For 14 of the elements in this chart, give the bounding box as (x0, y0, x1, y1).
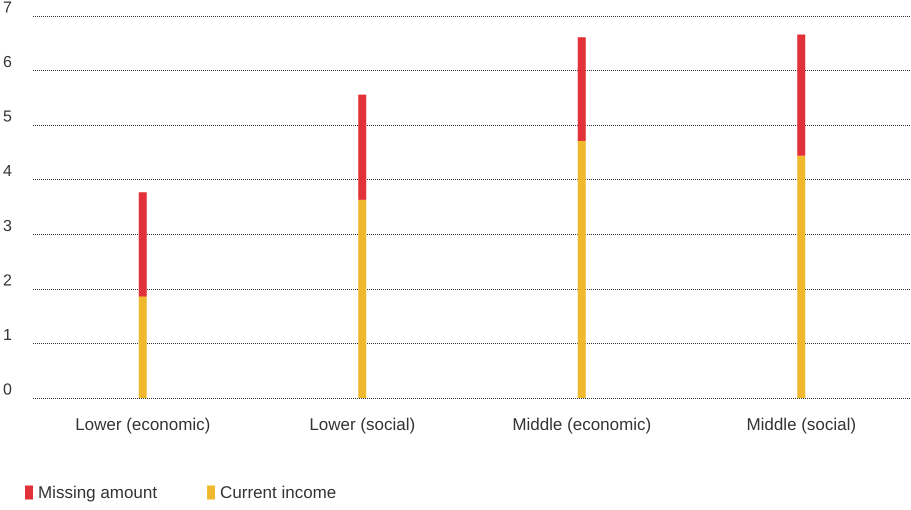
y-tick-label: 6 (3, 54, 12, 72)
x-tick-label: Lower (economic) (75, 415, 210, 434)
y-tick-label: 7 (3, 0, 12, 16)
y-tick-label: 2 (3, 272, 12, 290)
x-tick-label: Middle (economic) (512, 415, 652, 434)
y-tick-label: 3 (3, 218, 12, 235)
y-tick-label: 4 (3, 163, 12, 180)
y-tick-label: 0 (3, 382, 12, 398)
y-tick-label: 1 (3, 326, 12, 344)
legend-label: Current income (220, 483, 336, 502)
x-tick-label: Middle (social) (746, 415, 856, 434)
legend-label: Missing amount (38, 483, 158, 502)
x-tick-label: Lower (social) (309, 415, 416, 434)
y-tick-label: 5 (3, 108, 12, 126)
